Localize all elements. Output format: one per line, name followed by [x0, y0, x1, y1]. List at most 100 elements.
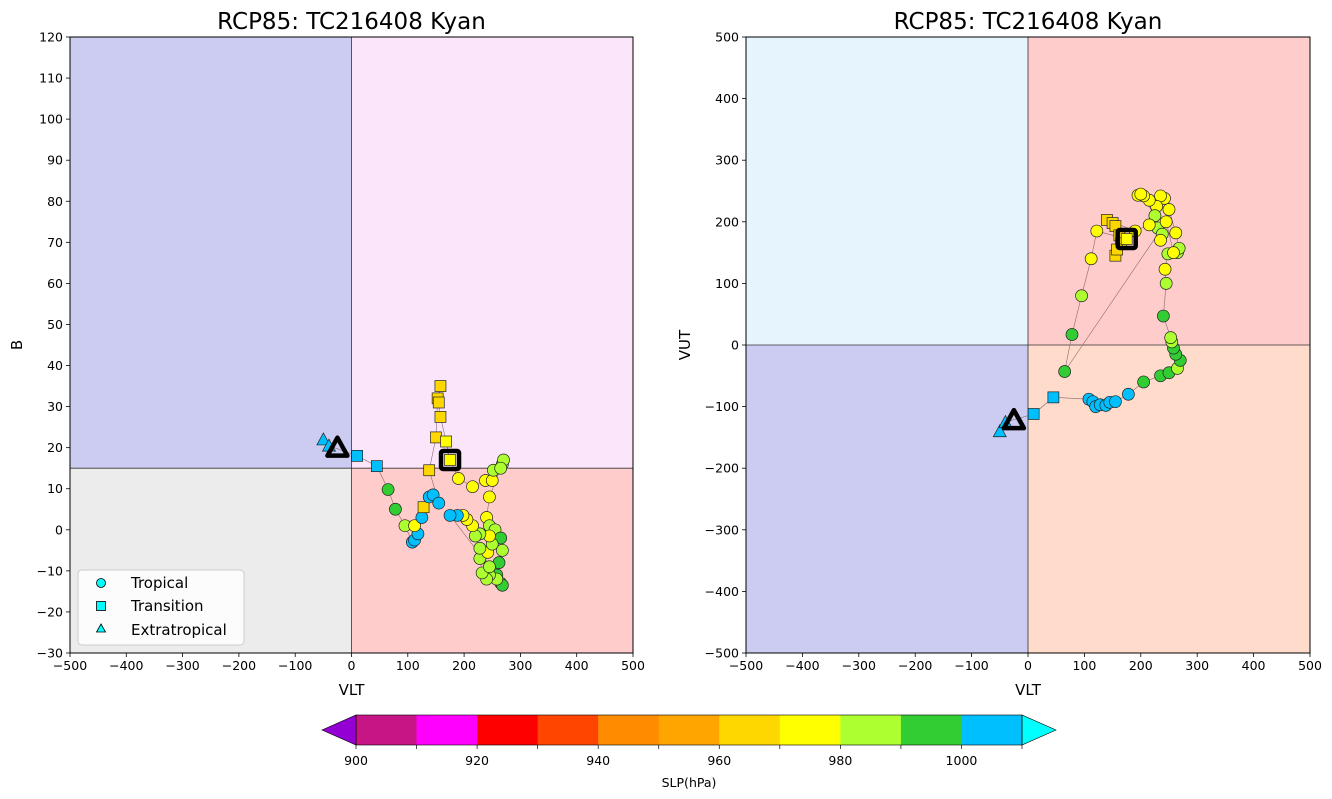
data-point	[494, 461, 508, 475]
data-point	[1075, 289, 1088, 303]
right-y-ticks: −500 −400 −300 −200 −100 0 100 200 300 400 500	[705, 30, 746, 661]
x-tick-label: 300	[1185, 658, 1209, 673]
right-quadrant-lower-right	[1028, 345, 1310, 653]
right-quadrant-upper-left	[746, 37, 1028, 345]
y-tick-label: −100	[705, 399, 739, 414]
data-point	[1159, 277, 1173, 290]
data-point	[423, 464, 436, 477]
x-tick-label: −200	[898, 658, 932, 673]
y-tick-label: −200	[705, 461, 739, 476]
right-track-points	[992, 187, 1187, 438]
x-tick-label: −300	[165, 658, 199, 673]
right-quadrant-lower-left	[746, 345, 1028, 653]
left-quadrant-upper-right	[351, 37, 633, 469]
colorbar-tick-label: 920	[465, 753, 489, 768]
colorbar-tick-label: 940	[586, 753, 610, 768]
x-tick-label: 100	[1072, 658, 1096, 673]
y-tick-label: 0	[731, 338, 739, 353]
data-point	[1120, 233, 1133, 245]
data-point	[1142, 218, 1156, 232]
colorbar-tick-label: 1000	[946, 753, 978, 768]
data-point	[389, 502, 402, 516]
colorbar-cell	[900, 715, 962, 745]
data-point	[430, 431, 442, 444]
left-chart: −500 −400 −300 −200 −100 0 100 200 300 400 500 −30…	[8, 9, 645, 699]
data-point	[1058, 365, 1072, 378]
colorbar-cell	[658, 715, 720, 745]
data-point	[1109, 395, 1122, 409]
data-point	[415, 511, 429, 524]
colorbar-cell	[840, 715, 902, 745]
data-point	[452, 472, 465, 485]
data-point	[417, 501, 430, 514]
data-point	[443, 509, 457, 522]
data-point	[351, 450, 363, 462]
colorbar-cells	[321, 714, 1057, 746]
data-point	[1047, 391, 1060, 404]
right-x-ticks: −500 −400 −300 −200 −100 0 100 200 300 400 500	[729, 653, 1322, 673]
data-point	[444, 454, 456, 466]
x-tick-label: 400	[565, 658, 589, 673]
data-point	[381, 483, 395, 496]
y-tick-label: 200	[715, 214, 739, 229]
right-quadrant-upper-right	[1028, 37, 1310, 345]
data-point	[1169, 226, 1183, 240]
x-tick-label: −500	[53, 658, 87, 673]
y-tick-label: 40	[47, 358, 63, 373]
x-tick-label: −300	[842, 658, 876, 673]
data-point	[1134, 187, 1148, 201]
slp-colorbar: 900 920 940 960 980 1000 SLP(hPa)	[321, 714, 1057, 790]
y-tick-label: 120	[39, 30, 63, 45]
data-point	[466, 480, 479, 494]
x-tick-label: 0	[348, 658, 356, 673]
y-tick-label: −400	[705, 584, 739, 599]
x-tick-label: 500	[1298, 658, 1322, 673]
colorbar-cell	[961, 715, 1023, 745]
left-y-axis-label: B	[8, 340, 26, 350]
data-point	[992, 424, 1007, 438]
colorbar-over-arrow	[1021, 714, 1057, 746]
colorbar-cell	[598, 715, 660, 745]
colorbar-tick-label: 900	[344, 753, 368, 768]
end-marker	[1115, 227, 1138, 251]
start-marker	[325, 435, 350, 458]
x-tick-label: −100	[278, 658, 312, 673]
legend-triangle-marker	[95, 623, 107, 633]
left-x-axis-label: VLT	[339, 681, 366, 699]
x-tick-label: −100	[954, 658, 988, 673]
legend-box	[77, 569, 245, 646]
y-tick-label: 0	[55, 522, 63, 537]
colorbar-frame	[355, 714, 1023, 746]
colorbar-cell	[416, 715, 478, 745]
y-tick-label: 10	[47, 481, 63, 496]
colorbar-cell	[477, 715, 539, 745]
legend: Tropical Transition Extratropical	[77, 569, 245, 646]
data-point	[1090, 224, 1104, 238]
x-tick-label: −200	[222, 658, 256, 673]
y-tick-label: 100	[715, 276, 739, 291]
data-point	[473, 541, 487, 555]
data-point	[496, 543, 509, 557]
right-x-axis-label: VLT	[1015, 681, 1042, 699]
x-tick-label: −400	[109, 658, 143, 673]
colorbar-cell	[537, 715, 599, 745]
data-point	[440, 435, 452, 448]
y-tick-label: 30	[47, 399, 63, 414]
right-chart: −500 −400 −300 −200 −100 0 100 200 300 400 500 −50…	[676, 9, 1322, 699]
x-tick-label: 0	[1024, 658, 1032, 673]
x-tick-label: 200	[1129, 658, 1153, 673]
y-tick-label: 400	[715, 91, 739, 106]
colorbar-cell	[779, 715, 841, 745]
data-point	[1122, 387, 1135, 401]
data-point	[1164, 331, 1178, 344]
x-tick-label: 300	[508, 658, 532, 673]
data-point	[483, 490, 496, 504]
y-tick-label: −500	[705, 646, 739, 661]
data-point	[1159, 215, 1173, 229]
left-x-ticks: −500 −400 −300 −200 −100 0 100 200 300 400 500	[53, 653, 645, 673]
y-tick-label: −30	[37, 646, 63, 661]
data-point	[408, 519, 421, 533]
x-tick-label: −400	[785, 658, 819, 673]
y-tick-label: −300	[705, 522, 739, 537]
